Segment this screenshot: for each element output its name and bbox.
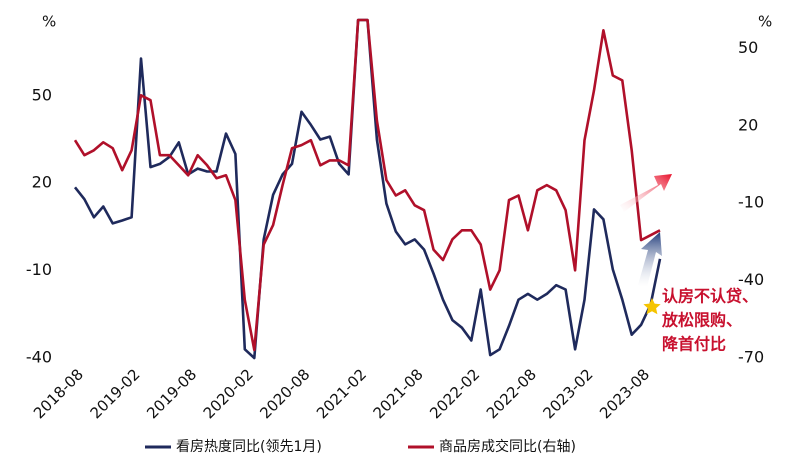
legend-label: 商品房成交同比(右轴) [439, 438, 576, 455]
x-tick-label: 2021-08 [370, 365, 427, 422]
y-tick-label: -10 [26, 260, 52, 279]
x-tick-label: 2018-08 [30, 365, 87, 422]
x-tick-label: 2022-02 [426, 365, 483, 422]
y2-unit: % [758, 13, 772, 31]
star [643, 298, 661, 315]
y-unit: % [42, 13, 56, 31]
x-tick-label: 2022-08 [483, 365, 540, 422]
annotation: 认房不认贷、 [662, 287, 758, 306]
red-arrow [620, 174, 672, 212]
y-tick-label: 50 [32, 85, 52, 104]
x-tick-label: 2021-02 [313, 365, 370, 422]
y2-tick-label: -10 [738, 193, 764, 212]
y-tick-label: -40 [26, 348, 52, 367]
x-tick-label: 2019-02 [87, 365, 144, 422]
legend-label: 看房热度同比(领先1月) [176, 439, 322, 455]
y2-tick-label: -70 [738, 348, 764, 367]
y2-tick-label: 20 [738, 115, 758, 134]
y2-tick-label: -40 [738, 270, 764, 289]
series-line [73, 18, 661, 352]
x-tick-label: 2020-08 [256, 365, 313, 422]
series-line [73, 18, 662, 360]
x-tick-label: 2023-02 [539, 365, 596, 422]
blue-arrow [638, 232, 662, 287]
x-tick-label: 2020-02 [200, 365, 257, 422]
x-tick-label: 2023-08 [596, 365, 653, 422]
y-tick-label: 20 [32, 173, 52, 192]
annotation: 放松限购、 [661, 311, 742, 330]
y2-tick-label: 50 [738, 38, 758, 57]
x-tick-label: 2019-08 [143, 365, 200, 422]
annotation: 降首付比 [662, 335, 726, 354]
